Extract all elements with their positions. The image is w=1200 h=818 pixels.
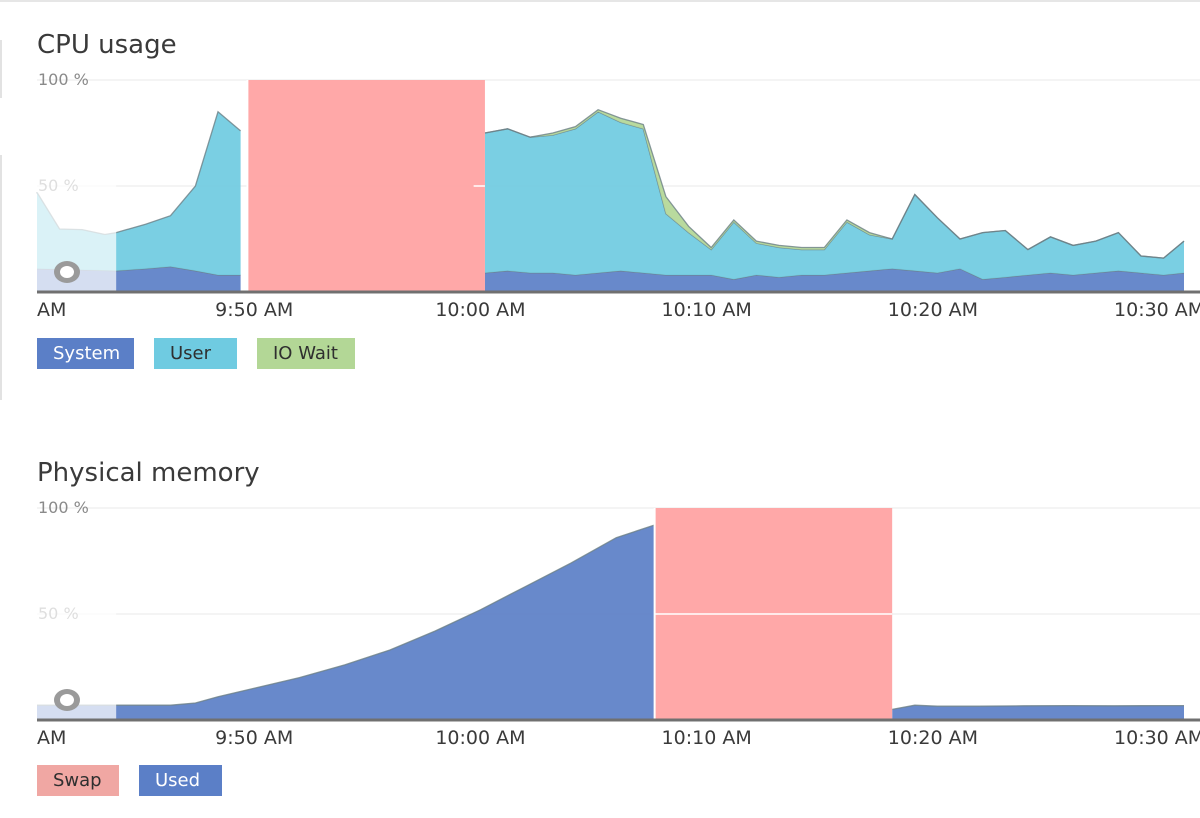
x-tick-label: 9:50 AM (215, 299, 293, 321)
handle-center (60, 266, 74, 278)
series-group (36, 108, 1185, 292)
cpu-usage-title: CPU usage (37, 30, 177, 60)
frame-left-border (0, 155, 2, 400)
y-tick-label: 100 % (38, 70, 89, 89)
x-tick-label: 10:20 AM (888, 727, 978, 749)
x-tick-label: 10:20 AM (888, 299, 978, 321)
frame-top-border (0, 0, 1200, 2)
x-tick-label: 10:10 AM (662, 299, 752, 321)
x-tick-label: 10:00 AM (435, 727, 525, 749)
x-tick-label: 10:30 AM (1114, 299, 1200, 321)
series-group (37, 524, 1184, 720)
legend-item-swap[interactable]: Swap (37, 765, 119, 796)
range-handle-icon[interactable] (54, 261, 80, 283)
series-area-used (892, 705, 1184, 720)
series-area-user (484, 111, 1184, 280)
physical-memory-legend: Swap Used (37, 765, 222, 796)
x-tick-label: 10:30 AM (1114, 727, 1200, 749)
x-tick-label: AM (37, 299, 66, 321)
handle-center (60, 694, 74, 706)
x-tick-label: AM (37, 727, 66, 749)
series-line-used (892, 704, 1184, 711)
y-tick-label: 100 % (38, 498, 89, 517)
x-tick-label: 9:50 AM (215, 727, 293, 749)
series-line-io-wait (484, 108, 1185, 259)
physical-memory-panel: Physical memory 100 %50 %AM9:50 AM10:00 … (0, 428, 1200, 818)
cpu-usage-legend: System User IO Wait (37, 338, 355, 369)
series-area-used (37, 525, 655, 720)
selection-region (37, 90, 117, 292)
x-tick-label: 10:00 AM (435, 299, 525, 321)
physical-memory-title: Physical memory (37, 458, 260, 488)
legend-item-io-wait[interactable]: IO Wait (257, 338, 355, 369)
frame-left-border (0, 40, 2, 98)
selection-region (37, 518, 117, 720)
legend-item-user[interactable]: User (154, 338, 237, 369)
series-line-used (37, 524, 655, 706)
no-data-region (247, 80, 485, 292)
x-tick-label: 10:10 AM (662, 727, 752, 749)
range-handle-icon[interactable] (54, 689, 80, 711)
legend-item-system[interactable]: System (37, 338, 134, 369)
legend-item-used[interactable]: Used (139, 765, 222, 796)
